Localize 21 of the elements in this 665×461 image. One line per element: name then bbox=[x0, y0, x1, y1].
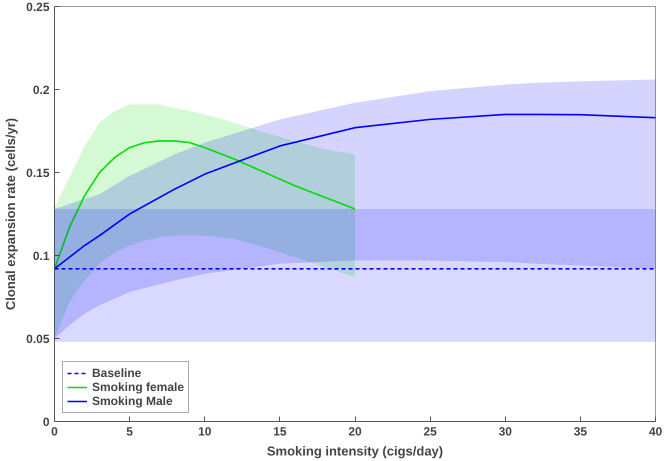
x-axis-title: Smoking intensity (cigs/day) bbox=[266, 444, 444, 458]
y-axis-title: Clonal expansion rate (cells/yr) bbox=[3, 118, 18, 310]
x-tick-label: 5 bbox=[126, 424, 134, 438]
legend-label: Smoking Male bbox=[92, 394, 173, 408]
y-tick-label: 0 bbox=[42, 415, 50, 429]
x-tick-label: 20 bbox=[348, 424, 362, 438]
legend-label: Smoking female bbox=[92, 380, 184, 394]
legend-label: Baseline bbox=[92, 366, 142, 380]
line-series bbox=[54, 140, 356, 270]
x-tick-label: 40 bbox=[648, 424, 662, 438]
y-tick-label: 0.05 bbox=[26, 332, 50, 346]
x-tick-label: 0 bbox=[51, 424, 58, 438]
y-tick-label: 0.15 bbox=[26, 166, 50, 180]
y-tick-label: 0.1 bbox=[32, 249, 50, 263]
x-tick-label: 15 bbox=[273, 424, 287, 438]
x-tick-label: 25 bbox=[423, 424, 438, 438]
y-tick-label: 0.25 bbox=[26, 0, 50, 14]
x-tick-label: 35 bbox=[574, 424, 588, 438]
y-tick-label: 0.2 bbox=[32, 83, 50, 97]
x-tick-label: 10 bbox=[198, 424, 212, 438]
x-tick-label: 30 bbox=[498, 424, 512, 438]
